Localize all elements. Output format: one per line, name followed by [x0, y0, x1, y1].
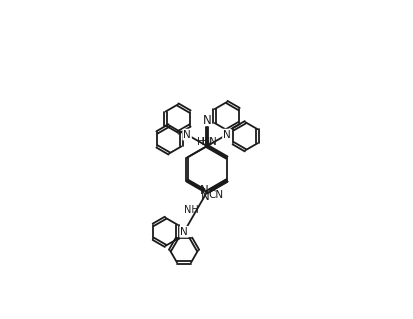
Text: N: N: [202, 114, 211, 127]
Text: N: N: [201, 189, 209, 203]
Text: NH: NH: [184, 205, 199, 215]
Text: HN: HN: [202, 137, 216, 147]
Text: CN: CN: [208, 190, 223, 200]
Text: N: N: [223, 130, 230, 140]
Text: N: N: [183, 130, 190, 140]
Text: HN: HN: [197, 137, 211, 147]
Text: N: N: [180, 227, 188, 237]
Text: N: N: [199, 184, 208, 197]
